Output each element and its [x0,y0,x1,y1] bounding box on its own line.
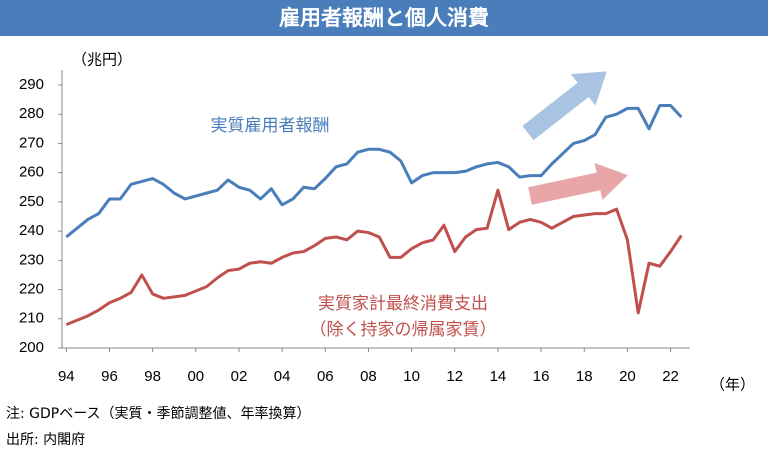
y-unit: （兆円） [72,51,132,69]
trend-arrow [522,71,607,141]
chart-title: 雇用者報酬と個人消費 [279,6,489,30]
series-line [65,103,683,239]
y-tick-label: 210 [19,310,44,327]
x-tick-label: 16 [533,368,550,385]
x-tick-label: 00 [187,368,204,385]
y-tick-label: 200 [19,339,44,356]
x-tick-label: 94 [58,368,75,385]
trend-arrow [528,162,628,205]
x-tick-label: 10 [403,368,420,385]
x-tick-label: 22 [662,368,679,385]
y-tick-label: 230 [19,251,44,268]
series-label: 実質家計最終消費支出 [318,294,488,314]
x-tick-label: 96 [101,368,118,385]
annotation: （除く持家の帰属家賃） [310,320,497,340]
title-banner [0,0,768,36]
x-tick-label: 18 [576,368,593,385]
x-tick-label: 12 [446,368,463,385]
x-tick-label: 08 [360,368,377,385]
y-tick-label: 280 [19,105,44,122]
y-tick-label: 220 [19,281,44,298]
x-tick-label: 98 [144,368,161,385]
x-tick-label: 06 [317,368,334,385]
x-tick-label: 04 [274,368,291,385]
x-unit: （年） [710,376,755,394]
y-tick-label: 290 [19,76,44,93]
x-tick-label: 02 [231,368,248,385]
y-tick-label: 260 [19,164,44,181]
x-tick-label: 14 [490,368,507,385]
y-tick-label: 270 [19,134,44,151]
x-tick-label: 20 [619,368,636,385]
y-tick-label: 250 [19,193,44,210]
series-line [65,188,683,327]
y-tick-label: 240 [19,222,44,239]
series-label: 実質雇用者報酬 [211,116,330,136]
note: 出所: 内閣府 [6,432,85,448]
note: 注: GDPベース（実質・季節調整値、年率換算） [6,405,311,422]
